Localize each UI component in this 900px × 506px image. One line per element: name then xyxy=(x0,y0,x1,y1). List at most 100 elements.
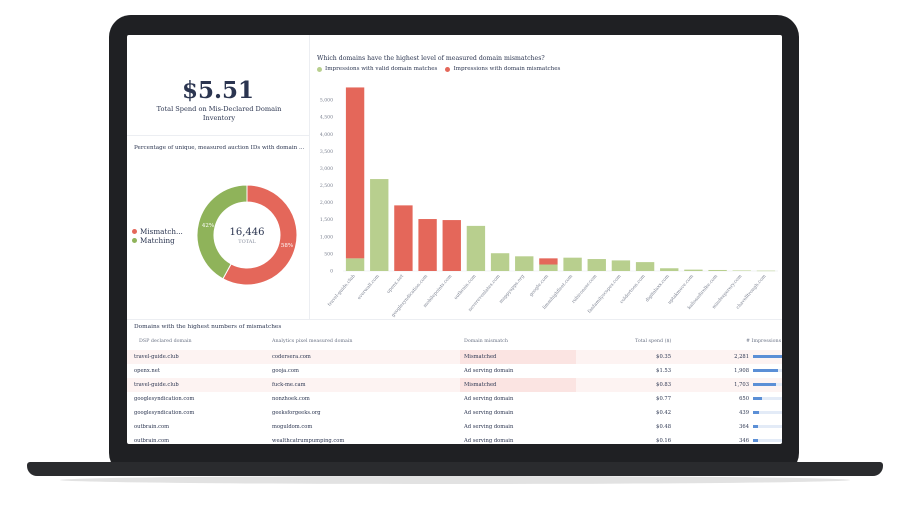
cell-dsp-domain: travel-guide.club xyxy=(134,382,179,388)
y-tick-label: 2,000 xyxy=(320,200,333,206)
bar-valid-matches[interactable] xyxy=(345,258,365,271)
table-row[interactable]: googlesyndication.com geeksforgeeks.org Ad… xyxy=(127,406,782,420)
y-tick-label: 1,500 xyxy=(320,217,333,223)
legend-label-valid: Impressions with valid domain matches xyxy=(325,66,438,72)
bar-valid-matches[interactable] xyxy=(370,179,389,271)
x-tick-label: everwall.com xyxy=(356,273,381,301)
mismatch-table-panel: Domains with the highest numbers of mism… xyxy=(127,319,782,444)
donut-slice-matching[interactable] xyxy=(196,184,248,280)
col-measured-domain[interactable]: Analytics pixel measured domain xyxy=(272,339,353,344)
bar-valid-matches[interactable] xyxy=(732,270,751,271)
cell-domain-mismatch: Ad serving domain xyxy=(464,438,514,444)
legend-dot-mismatch xyxy=(132,229,137,234)
col-domain-mismatch[interactable]: Domain mismatch xyxy=(464,339,508,344)
cell-total-spend: $1.53 xyxy=(656,368,671,374)
cell-measured-domain: wealthcatrumpumping.com xyxy=(272,438,345,444)
cell-measured-domain: geeksforgeeks.org xyxy=(272,410,321,416)
y-tick-label: 0 xyxy=(330,269,333,275)
bar-valid-matches[interactable] xyxy=(756,270,776,272)
bar-mismatches[interactable] xyxy=(345,87,365,259)
legend-label-mismatches: Impressions with domain mismatches xyxy=(453,66,561,72)
donut-slice-label-matching: 42% xyxy=(202,223,214,229)
col-impressions[interactable]: # Impressions xyxy=(746,339,782,344)
bar-valid-matches[interactable] xyxy=(660,268,679,271)
cell-total-spend: $0.77 xyxy=(656,396,671,402)
table-title: Domains with the highest numbers of mism… xyxy=(134,324,282,330)
cell-domain-mismatch: Mismatched xyxy=(460,378,576,392)
legend-label-matching: Matching xyxy=(140,236,175,245)
x-tick-label: outbrain.com xyxy=(453,273,478,301)
x-tick-label: google.com xyxy=(528,273,550,298)
bar-mismatches[interactable] xyxy=(539,258,558,265)
laptop-shadow xyxy=(60,476,850,484)
cell-total-spend: $0.48 xyxy=(656,424,671,430)
y-tick-label: 5,000 xyxy=(320,98,333,104)
cell-total-spend: $0.16 xyxy=(656,438,671,444)
cell-domain-mismatch: Ad serving domain xyxy=(464,368,514,374)
bar-chart-legend: Impressions with valid domain matches Im… xyxy=(317,66,560,72)
cell-domain-mismatch: Mismatched xyxy=(460,350,576,364)
table-row[interactable]: outbrain.com moguldom.com Ad serving domai… xyxy=(127,420,782,434)
cell-dsp-domain: outbrain.com xyxy=(134,438,170,444)
impressions-bar-fill xyxy=(753,439,758,442)
bar-valid-matches[interactable] xyxy=(466,225,486,271)
col-dsp-declared[interactable]: DSP declared domain xyxy=(139,339,192,344)
cell-impressions: 650 xyxy=(739,396,749,402)
bar-valid-matches[interactable] xyxy=(708,269,727,271)
y-tick-label: 3,000 xyxy=(320,166,333,172)
bar-valid-matches[interactable] xyxy=(635,262,655,271)
bar-valid-matches[interactable] xyxy=(563,257,582,271)
donut-center-label: TOTAL xyxy=(238,239,256,245)
table-row[interactable]: googlesyndication.com nonzhoek.com Ad serv… xyxy=(127,392,782,406)
bar-valid-matches[interactable] xyxy=(611,260,631,271)
impressions-bar-fill xyxy=(753,411,759,414)
impressions-bar-fill xyxy=(753,383,776,386)
table-row[interactable]: openx.net gooja.com Ad serving domain $1.53… xyxy=(127,364,782,378)
bar-valid-matches[interactable] xyxy=(539,264,558,271)
x-tick-label: digitalaxx.com xyxy=(644,273,671,303)
kpi-value: $5.51 xyxy=(181,77,255,104)
impressions-bar-fill xyxy=(753,369,779,372)
bar-valid-matches[interactable] xyxy=(490,253,510,271)
x-tick-label: rubiconser.com xyxy=(571,273,599,305)
bar-valid-matches[interactable] xyxy=(515,256,534,271)
legend-label-mismatch: Mismatch... xyxy=(140,227,183,236)
bar-mismatches[interactable] xyxy=(418,219,437,271)
laptop-base xyxy=(27,462,883,476)
bar-mismatches[interactable] xyxy=(394,205,413,271)
bar-valid-matches[interactable] xyxy=(587,259,606,271)
donut-slice-mismatch[interactable] xyxy=(222,184,298,286)
cell-impressions: 1,908 xyxy=(734,368,749,374)
table-header: DSP declared domain Analytics pixel meas… xyxy=(127,337,782,347)
legend-mismatches[interactable]: Impressions with domain mismatches xyxy=(445,66,560,72)
donut-center-value: 16,446 xyxy=(230,227,265,238)
cell-dsp-domain: openx.net xyxy=(134,368,160,374)
legend-mismatch[interactable]: Mismatch... xyxy=(132,227,183,236)
y-tick-label: 4,000 xyxy=(320,132,333,138)
cell-total-spend: $0.35 xyxy=(656,354,671,360)
bar-mismatches[interactable] xyxy=(442,220,461,271)
impressions-bar-fill xyxy=(753,397,762,400)
y-tick-label: 4,500 xyxy=(320,115,333,121)
legend-valid[interactable]: Impressions with valid domain matches xyxy=(317,66,437,72)
impressions-bar xyxy=(753,397,782,400)
x-tick-label: coldertoon.com xyxy=(619,273,647,305)
bar-valid-matches[interactable] xyxy=(684,269,703,271)
impressions-bar xyxy=(753,439,782,442)
cell-total-spend: $0.42 xyxy=(656,410,671,416)
bar-chart-panel: Which domains have the highest level of … xyxy=(310,35,782,319)
col-total-spend[interactable]: Total spend ($) xyxy=(635,339,672,344)
table-row[interactable]: travel-guide.club codersera.com Mismatched… xyxy=(127,350,782,364)
table-row[interactable]: travel-guide.club fuck-me.cam Mismatched $0… xyxy=(127,378,782,392)
legend-matching[interactable]: Matching xyxy=(132,236,175,245)
donut-slice-label-mismatch: 58% xyxy=(281,243,293,249)
bar-chart-title: Which domains have the highest level of … xyxy=(317,55,545,62)
cell-impressions: 1,703 xyxy=(734,382,749,388)
dashboard-screen: $5.51 Total Spend on Mis-Declared Domain… xyxy=(127,35,782,444)
cell-total-spend: $0.83 xyxy=(656,382,671,388)
legend-dot-mismatches xyxy=(445,66,451,72)
bar-chart: 0 500 1,000 1,500 2,000 2,500 3,000 3,500 4,000 4… xyxy=(320,87,778,318)
cell-dsp-domain: googlesyndication.com xyxy=(134,410,195,416)
table-row[interactable]: outbrain.com wealthcatrumpumping.com Ad se… xyxy=(127,434,782,444)
cell-measured-domain: codersera.com xyxy=(272,354,311,360)
